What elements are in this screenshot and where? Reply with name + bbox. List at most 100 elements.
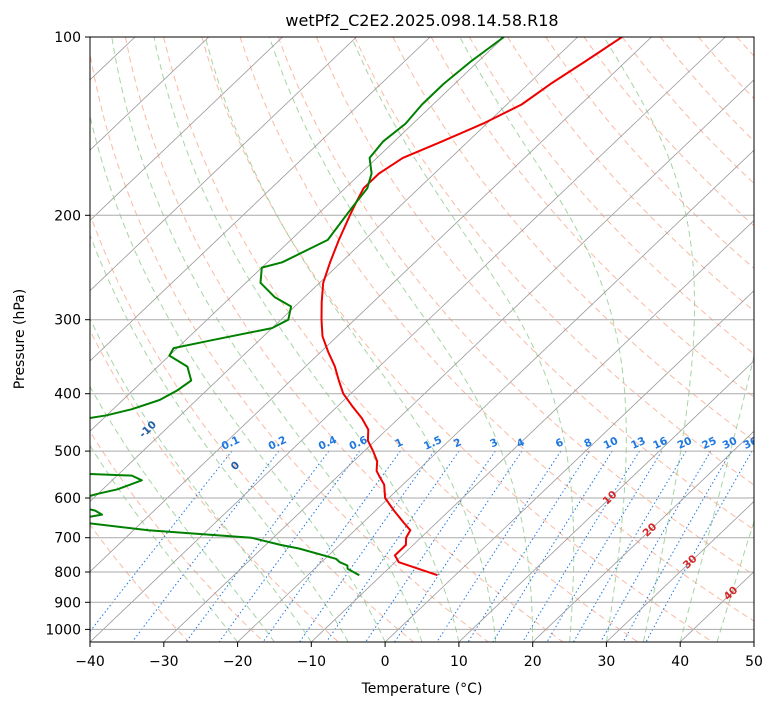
background-line-labels: -100-90-80-70-60-50-40-30-20-10010203040… bbox=[137, 419, 760, 603]
dry-adiabat-line bbox=[124, 37, 564, 642]
x-tick-label: 30 bbox=[597, 654, 615, 670]
mixing-ratio-label: 0.4 bbox=[317, 434, 339, 453]
mixing-ratio-label: 25 bbox=[700, 435, 718, 452]
mixing-ratio-label: 0.1 bbox=[220, 434, 242, 453]
dry-adiabat-line bbox=[90, 430, 265, 642]
x-tick-label: −10 bbox=[297, 654, 327, 670]
mixing-ratio-label: 16 bbox=[651, 435, 669, 452]
dry-adiabat-line bbox=[315, 37, 754, 531]
y-axis-title: Pressure (hPa) bbox=[12, 289, 28, 389]
isotherm-line bbox=[90, 37, 726, 642]
isotherm-line bbox=[0, 37, 61, 642]
dry-adiabat-label: -10 bbox=[137, 419, 159, 441]
moist-adiabat-line bbox=[603, 37, 696, 642]
x-tick-label: 0 bbox=[381, 654, 390, 670]
dry-adiabat-line bbox=[90, 523, 190, 642]
y-axis-ticks: 100 200 300 400 500 600 700 800 900 1000 bbox=[45, 30, 90, 638]
dry-adiabat-line bbox=[660, 37, 754, 142]
isotherm-line bbox=[90, 37, 578, 502]
moist-adiabat-line bbox=[90, 317, 312, 642]
dry-adiabat-line bbox=[736, 37, 754, 57]
mixing-ratio-label: 2 bbox=[452, 436, 464, 450]
y-tick-label: 600 bbox=[54, 491, 81, 507]
mixing-ratio-line bbox=[436, 450, 562, 642]
x-tick-label: 40 bbox=[671, 654, 689, 670]
isotherm-line bbox=[458, 360, 754, 642]
mixing-ratio-label: 20 bbox=[676, 435, 694, 452]
y-tick-label: 200 bbox=[54, 208, 81, 224]
mixing-ratio-label: 1 bbox=[393, 436, 405, 450]
mixing-ratio-label: 1.5 bbox=[422, 434, 444, 453]
dry-adiabat-line bbox=[621, 37, 754, 185]
moist-adiabat-line bbox=[204, 37, 497, 642]
x-tick-label: 20 bbox=[524, 654, 542, 670]
x-tick-label: 10 bbox=[450, 654, 468, 670]
x-axis-ticks: −40 −30 −20 −10 0 10 20 30 40 50 bbox=[75, 642, 763, 670]
isotherm-line bbox=[90, 37, 431, 362]
moist-adiabat-line bbox=[268, 37, 534, 642]
mixing-ratio-label: 13 bbox=[629, 435, 647, 452]
dry-adiabat-line bbox=[90, 329, 339, 642]
isotherm-line bbox=[384, 290, 754, 642]
dry-adiabat-line bbox=[201, 37, 713, 642]
mixing-ratio-label: 0.6 bbox=[347, 434, 369, 453]
mixing-ratio-line bbox=[394, 450, 523, 642]
dry-adiabat-line bbox=[90, 212, 414, 642]
dry-adiabat-line bbox=[90, 50, 489, 642]
mixing-ratio-line bbox=[546, 450, 663, 642]
moist-adiabat-line bbox=[459, 37, 627, 642]
isotherm-line bbox=[311, 219, 754, 642]
moist-adiabat-line bbox=[111, 37, 423, 642]
x-axis-title: Temperature (°C) bbox=[361, 681, 483, 697]
plot-frame bbox=[89, 36, 755, 643]
mixing-ratio-line bbox=[645, 450, 753, 642]
isotherm-line bbox=[163, 79, 754, 642]
mixing-ratio-label: 4 bbox=[515, 436, 527, 450]
mixing-ratio-label: 10 bbox=[602, 435, 620, 452]
mixing-ratio-line bbox=[90, 450, 233, 633]
mixing-ratio-label: 0.2 bbox=[267, 434, 289, 453]
moist-adiabat-line bbox=[351, 37, 575, 642]
moist-adiabat-line bbox=[90, 233, 349, 642]
moist-adiabat-line bbox=[716, 520, 754, 642]
isotherm-line bbox=[753, 641, 754, 642]
dry-adiabat-line bbox=[698, 37, 754, 100]
x-tick-label: −40 bbox=[75, 654, 105, 670]
y-tick-label: 800 bbox=[54, 565, 81, 581]
moist-adiabat-line bbox=[679, 353, 754, 642]
isotherm-line bbox=[237, 149, 754, 642]
dry-adiabat-line bbox=[507, 37, 754, 312]
mixing-ratio-label: 36 bbox=[742, 435, 760, 452]
mixing-ratio-label: 6 bbox=[554, 436, 566, 450]
chart-title: wetPf2_C2E2.2025.098.14.58.R18 bbox=[285, 11, 558, 31]
x-tick-label: −20 bbox=[223, 654, 253, 670]
plot-area: -100-90-80-70-60-50-40-30-20-10010203040… bbox=[0, 37, 760, 642]
x-tick-label: −30 bbox=[149, 654, 179, 670]
mixing-ratio-line bbox=[299, 450, 435, 642]
isotherm-line bbox=[679, 571, 754, 642]
mixing-ratio-label: 8 bbox=[582, 436, 594, 450]
isotherm-line bbox=[90, 37, 283, 221]
isotherm-line bbox=[90, 37, 357, 292]
mixing-ratio-line bbox=[365, 450, 496, 642]
moist-adiabats bbox=[90, 37, 754, 642]
isotherms bbox=[0, 37, 754, 642]
mixing-ratio-label: 3 bbox=[488, 436, 500, 450]
mixing-ratio-line bbox=[218, 450, 361, 642]
mixing-ratio-line bbox=[185, 450, 330, 642]
moist-adiabat-line bbox=[90, 444, 238, 642]
dry-adiabats bbox=[90, 37, 754, 642]
mixing-ratio-line bbox=[131, 450, 280, 642]
y-tick-label: 300 bbox=[54, 313, 81, 329]
isotherm-line bbox=[90, 37, 210, 151]
isotherm-line bbox=[532, 430, 754, 642]
moist-adiabat-line bbox=[90, 113, 386, 642]
dry-adiabat-label: 0 bbox=[229, 459, 243, 473]
dry-adiabat-line bbox=[392, 37, 754, 442]
mixing-ratio-line bbox=[622, 450, 732, 642]
mixing-ratio-label: 30 bbox=[721, 435, 739, 452]
mixing-ratio-line bbox=[467, 450, 590, 642]
dry-adiabat-line bbox=[163, 37, 639, 642]
isobars bbox=[90, 37, 754, 630]
